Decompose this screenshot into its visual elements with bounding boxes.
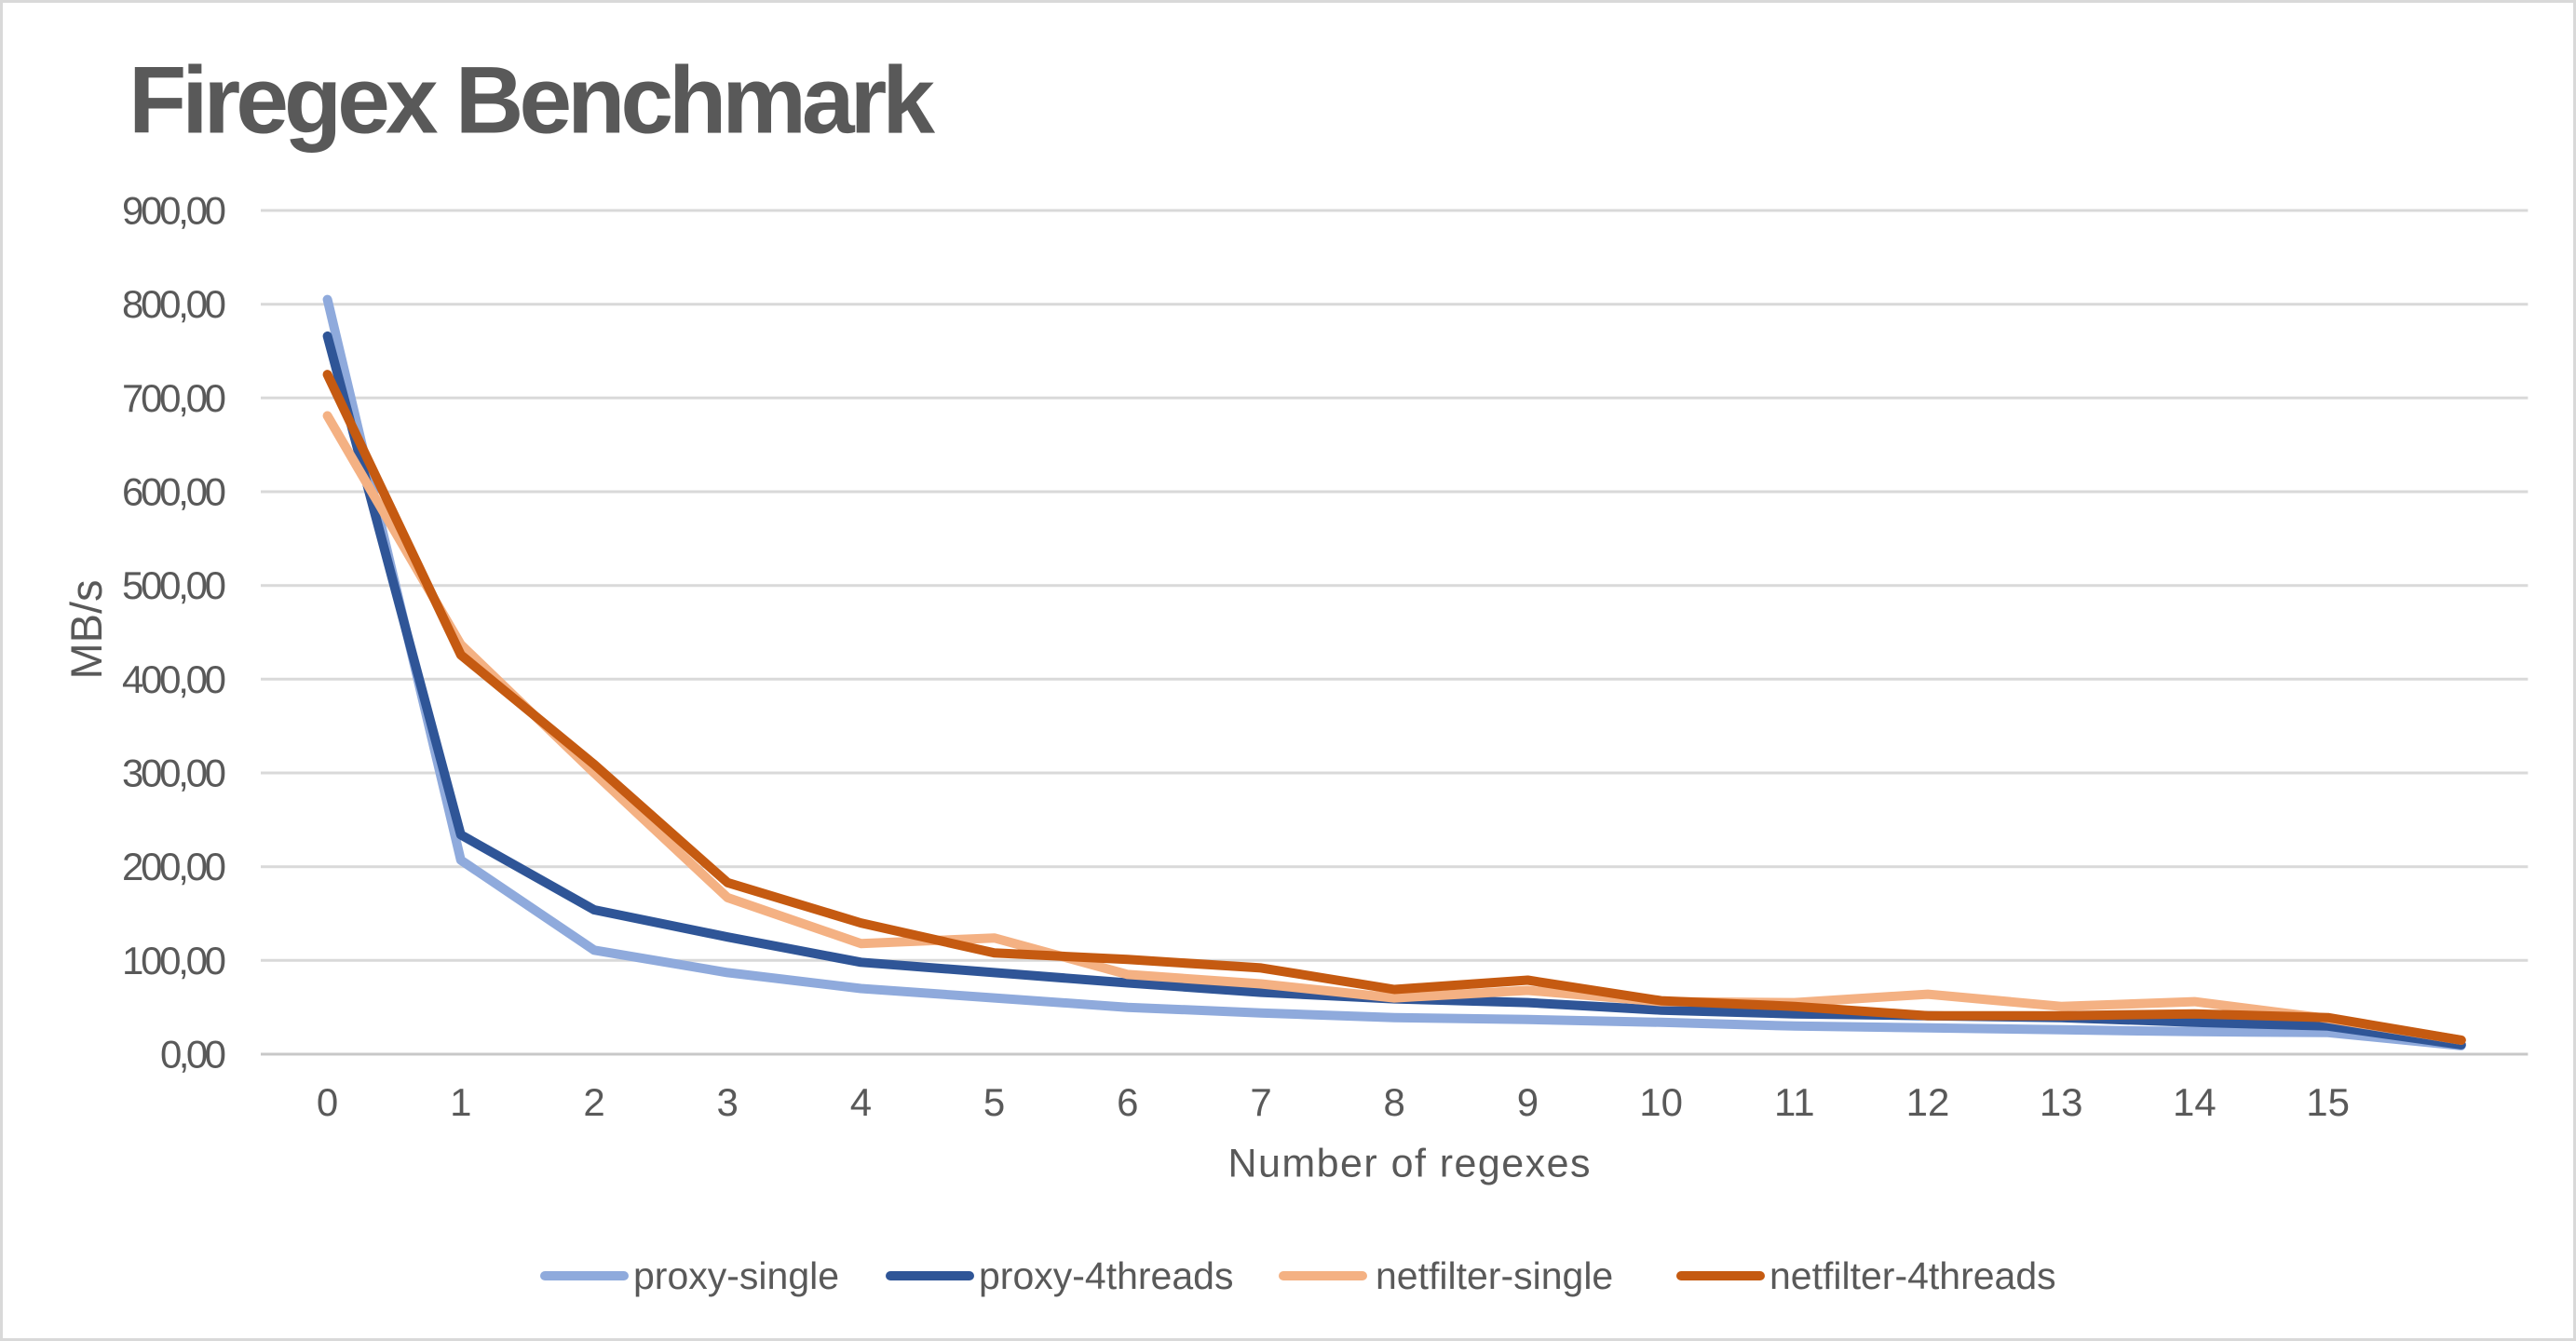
svg-text:13: 13 [2040, 1080, 2083, 1124]
svg-text:14: 14 [2173, 1080, 2217, 1124]
svg-text:500,00: 500,00 [122, 563, 226, 607]
svg-text:10: 10 [1639, 1080, 1683, 1124]
svg-text:4: 4 [850, 1080, 872, 1124]
svg-text:15: 15 [2306, 1080, 2350, 1124]
svg-text:5: 5 [983, 1080, 1005, 1124]
svg-text:700,00: 700,00 [122, 376, 226, 420]
svg-text:600,00: 600,00 [122, 470, 226, 514]
svg-text:9: 9 [1517, 1080, 1539, 1124]
svg-text:Number of regexes: Number of regexes [1228, 1142, 1591, 1186]
svg-text:100,00: 100,00 [122, 939, 226, 982]
svg-text:3: 3 [717, 1080, 739, 1124]
svg-text:MB/s: MB/s [61, 579, 111, 679]
svg-text:1: 1 [450, 1080, 471, 1124]
svg-text:200,00: 200,00 [122, 845, 226, 888]
svg-text:netfilter-4threads: netfilter-4threads [1769, 1254, 2056, 1297]
svg-text:800,00: 800,00 [122, 282, 226, 326]
svg-text:proxy-4threads: proxy-4threads [979, 1254, 1233, 1297]
svg-text:0: 0 [317, 1080, 338, 1124]
svg-text:300,00: 300,00 [122, 752, 226, 795]
svg-text:8: 8 [1384, 1080, 1405, 1124]
svg-text:7: 7 [1250, 1080, 1271, 1124]
svg-text:6: 6 [1117, 1080, 1138, 1124]
svg-text:2: 2 [583, 1080, 604, 1124]
svg-text:900,00: 900,00 [122, 189, 226, 233]
svg-text:12: 12 [1906, 1080, 1950, 1124]
svg-text:netfilter-single: netfilter-single [1376, 1254, 1613, 1297]
svg-text:11: 11 [1774, 1080, 1815, 1124]
svg-text:400,00: 400,00 [122, 657, 226, 701]
svg-text:proxy-single: proxy-single [633, 1254, 839, 1297]
svg-text:Firegex Benchmark: Firegex Benchmark [129, 47, 935, 154]
svg-text:0,00: 0,00 [160, 1033, 226, 1077]
